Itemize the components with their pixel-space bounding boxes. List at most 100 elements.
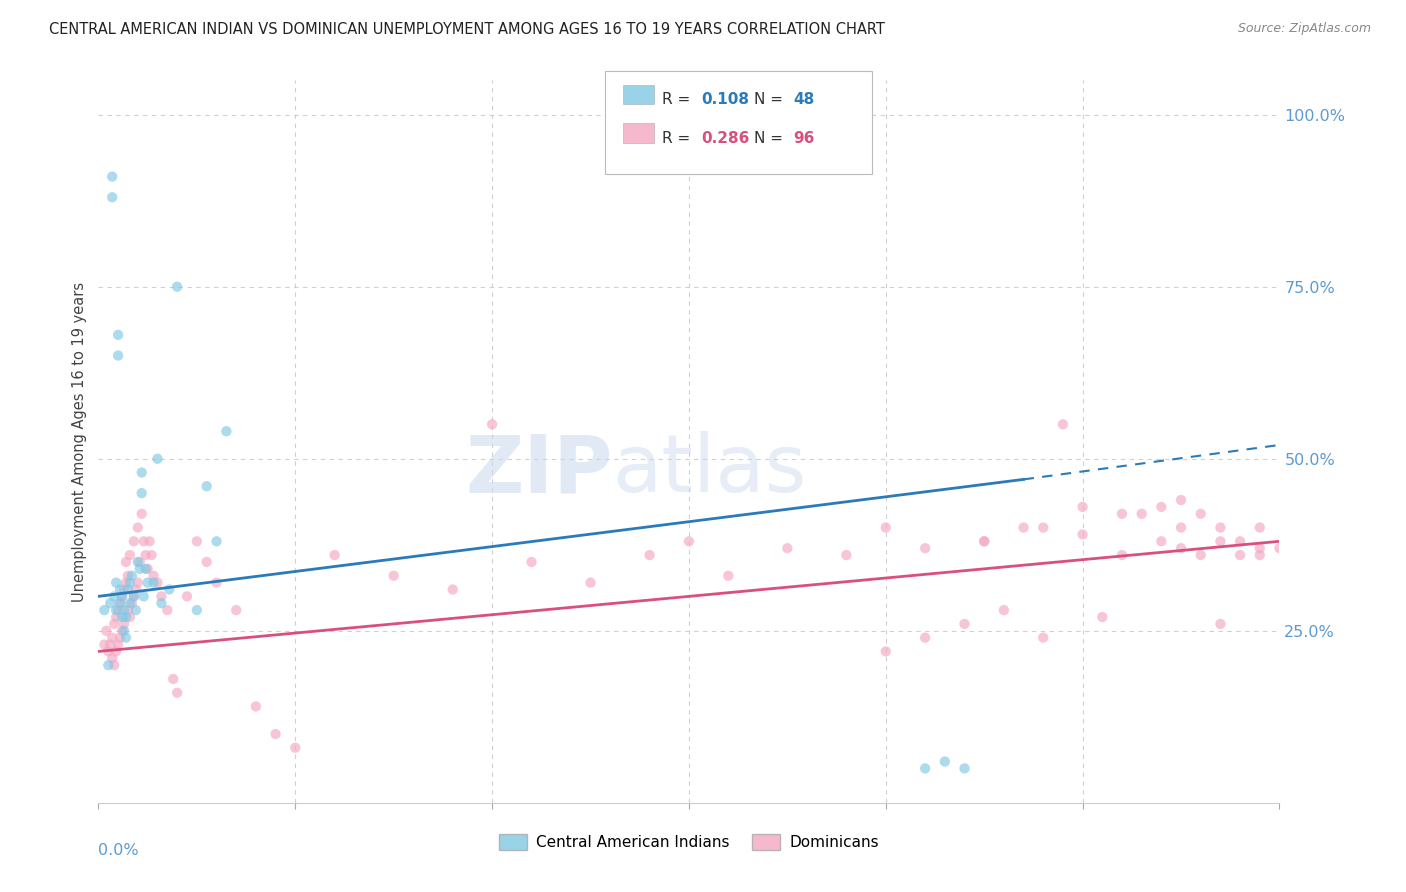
Point xyxy=(914,631,936,645)
Point xyxy=(205,575,228,590)
Point xyxy=(98,638,121,652)
Point xyxy=(579,575,602,590)
Point xyxy=(108,596,131,610)
Point xyxy=(1170,493,1192,508)
Point xyxy=(953,761,976,775)
Point xyxy=(1150,534,1173,549)
Point xyxy=(93,603,115,617)
Point xyxy=(1209,616,1232,631)
Point xyxy=(1229,534,1251,549)
Point xyxy=(97,658,120,673)
Point xyxy=(112,624,135,638)
Point xyxy=(1209,534,1232,549)
Point xyxy=(111,624,134,638)
Point xyxy=(131,507,153,521)
Point xyxy=(150,590,173,604)
Point xyxy=(1189,507,1212,521)
Point xyxy=(993,603,1015,617)
Point xyxy=(717,568,740,582)
Point xyxy=(678,534,700,549)
Point xyxy=(101,631,124,645)
Point xyxy=(122,534,145,549)
Point xyxy=(1091,610,1114,624)
Point xyxy=(1012,520,1035,534)
Point xyxy=(112,616,135,631)
Point xyxy=(115,610,138,624)
Point xyxy=(264,727,287,741)
Point xyxy=(128,555,150,569)
Point xyxy=(103,590,125,604)
Point xyxy=(245,699,267,714)
Point xyxy=(131,466,153,480)
Text: ZIP: ZIP xyxy=(465,432,612,509)
Point xyxy=(138,534,160,549)
Point xyxy=(111,610,134,624)
Point xyxy=(115,555,138,569)
Point xyxy=(1032,631,1054,645)
Point xyxy=(101,169,124,184)
Point xyxy=(1130,507,1153,521)
Point xyxy=(205,534,228,549)
Point xyxy=(1111,507,1133,521)
Point xyxy=(115,631,138,645)
Point xyxy=(934,755,956,769)
Point xyxy=(97,644,120,658)
Point xyxy=(1170,541,1192,556)
Point xyxy=(111,590,134,604)
Point xyxy=(1209,520,1232,534)
Point xyxy=(215,424,238,438)
Text: 0.108: 0.108 xyxy=(702,92,749,107)
Point xyxy=(108,596,131,610)
Point xyxy=(1052,417,1074,432)
Point xyxy=(1150,500,1173,514)
Point xyxy=(166,686,188,700)
Point xyxy=(162,672,184,686)
Point xyxy=(157,582,180,597)
Point xyxy=(1071,500,1094,514)
Point xyxy=(1229,548,1251,562)
Text: R =: R = xyxy=(662,92,696,107)
Text: atlas: atlas xyxy=(612,432,807,509)
Point xyxy=(132,590,155,604)
Point xyxy=(96,624,118,638)
Point xyxy=(112,603,135,617)
Point xyxy=(914,761,936,775)
Point xyxy=(121,568,143,582)
Text: 0.286: 0.286 xyxy=(702,131,749,146)
Point xyxy=(914,541,936,556)
Point xyxy=(125,582,148,597)
Point xyxy=(127,520,149,534)
Point xyxy=(98,596,121,610)
Y-axis label: Unemployment Among Ages 16 to 19 years: Unemployment Among Ages 16 to 19 years xyxy=(72,282,87,601)
Text: Source: ZipAtlas.com: Source: ZipAtlas.com xyxy=(1237,22,1371,36)
Point xyxy=(93,638,115,652)
Point xyxy=(122,590,145,604)
Point xyxy=(108,582,131,597)
Point xyxy=(186,534,208,549)
Point xyxy=(1249,541,1271,556)
Point xyxy=(107,638,129,652)
Point xyxy=(132,534,155,549)
Point xyxy=(117,603,139,617)
Point xyxy=(441,582,464,597)
Point xyxy=(112,582,135,597)
Point xyxy=(107,327,129,342)
Point xyxy=(284,740,307,755)
Point xyxy=(115,575,138,590)
Point xyxy=(166,279,188,293)
Text: 0.0%: 0.0% xyxy=(98,843,139,857)
Point xyxy=(186,603,208,617)
Point xyxy=(101,651,124,665)
Point xyxy=(107,349,129,363)
Point xyxy=(323,548,346,562)
Point xyxy=(875,644,897,658)
Point xyxy=(1111,548,1133,562)
Point xyxy=(118,610,141,624)
Point xyxy=(128,562,150,576)
Point xyxy=(107,603,129,617)
Point xyxy=(105,644,128,658)
Point xyxy=(678,121,700,136)
Point xyxy=(118,575,141,590)
Point xyxy=(111,590,134,604)
Point xyxy=(121,596,143,610)
